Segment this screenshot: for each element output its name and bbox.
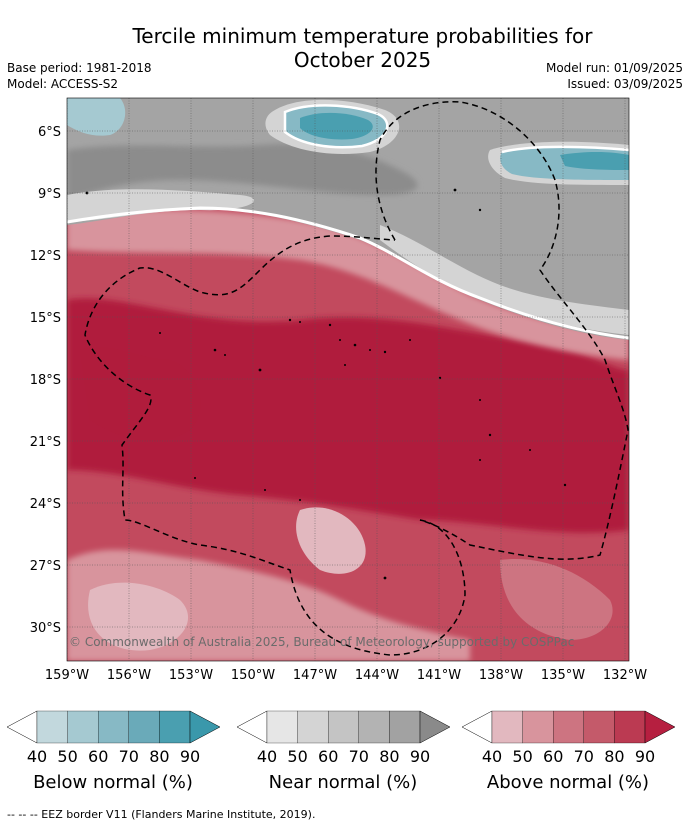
lon-label: 153°W — [169, 668, 213, 683]
colorbar-tick: 40 — [257, 747, 277, 766]
legend-near-normal: 40 50 60 70 80 90 Near normal (%) — [236, 710, 451, 793]
colorbar-tick: 60 — [543, 747, 563, 766]
colorbar-segment — [553, 710, 584, 744]
title-line-1: Tercile minimum temperature probabilitie… — [132, 24, 593, 48]
eez-footnote: -- -- -- EEZ border V11 (Flanders Marine… — [7, 808, 316, 821]
colorbar-tick: 50 — [287, 747, 307, 766]
islands — [85, 188, 567, 580]
colorbar-tick: 80 — [604, 747, 624, 766]
lon-label: 138°W — [479, 668, 523, 683]
above-normal-90-core — [67, 298, 629, 533]
tercile-boundary-main — [67, 206, 629, 340]
meta-left: Base period: 1981-2018 Model: ACCESS-S2 — [7, 60, 152, 92]
colorbar-tick: 60 — [318, 747, 338, 766]
legend-above-normal: 40 50 60 70 80 90 Above normal (%) — [461, 710, 676, 793]
legend-below-normal: 40 50 60 70 80 90 Below normal (%) — [6, 710, 221, 793]
colorbar-segment — [67, 710, 99, 744]
colorbar-tick: 90 — [410, 747, 430, 766]
colorbar-segment — [297, 710, 329, 744]
eez-borders — [84, 101, 629, 656]
credit-text: © Commonwealth of Australia 2025, Bureau… — [69, 635, 574, 649]
colorbar-tick: 70 — [119, 747, 139, 766]
colorbar-tick: 90 — [180, 747, 200, 766]
legend-title: Below normal (%) — [33, 772, 193, 793]
issued-date: Issued: 03/09/2025 — [567, 77, 683, 91]
graticule — [67, 98, 629, 661]
colorbar-segment — [614, 710, 646, 744]
model-name: Model: ACCESS-S2 — [7, 77, 119, 91]
colorbar-segment — [522, 710, 554, 744]
lat-label: 24°S — [30, 497, 61, 512]
colorbar-segment — [36, 710, 68, 744]
colorbar-segment — [583, 710, 615, 744]
lon-label: 132°W — [603, 668, 647, 683]
colorbar-segment — [491, 710, 523, 744]
colorbar-segment — [128, 710, 160, 744]
below-normal-50-west — [67, 98, 126, 136]
colorbar-tick: 40 — [27, 747, 47, 766]
below-normal-80-east — [560, 151, 629, 170]
near-normal-80-band — [67, 143, 418, 200]
lat-label: 9°S — [38, 187, 61, 202]
lat-label: 27°S — [30, 559, 61, 574]
map-title: Tercile minimum temperature probabilitie… — [90, 24, 635, 72]
above-normal-40-patch — [88, 582, 189, 651]
colorbar-segment — [159, 710, 191, 744]
colorbar-segment — [6, 710, 38, 744]
meta-right: Model run: 01/09/2025 Issued: 03/09/2025 — [546, 60, 683, 92]
latitude-labels: 6°S 9°S 12°S 15°S 18°S 21°S 24°S 27°S 30… — [30, 125, 61, 636]
lat-label: 12°S — [30, 249, 61, 264]
colorbar-tick: 50 — [57, 747, 77, 766]
lon-label: 156°W — [107, 668, 151, 683]
colorbar-legends: 40 50 60 70 80 90 Below normal (%) 40 50… — [6, 710, 676, 793]
lat-label: 21°S — [30, 435, 61, 450]
lat-label: 18°S — [30, 373, 61, 388]
colorbar-segment — [419, 710, 451, 744]
title-line-2: October 2025 — [293, 48, 432, 72]
colorbar-segment — [328, 710, 359, 744]
tercile-boundary-east — [501, 145, 629, 154]
above-normal-50-band — [67, 209, 629, 360]
colorbar-tick: 80 — [149, 747, 169, 766]
colorbar-tick: 50 — [512, 747, 532, 766]
base-period: Base period: 1981-2018 — [7, 61, 152, 75]
colorbar-segment — [189, 710, 221, 744]
colorbar-segment — [358, 710, 390, 744]
colorbar-tick: 80 — [379, 747, 399, 766]
colorbar-segment — [266, 710, 298, 744]
lat-label: 15°S — [30, 311, 61, 326]
lat-label: 30°S — [30, 621, 61, 636]
lon-label: 135°W — [541, 668, 585, 683]
colorbar-tick: 90 — [635, 747, 655, 766]
colorbar-segment — [98, 710, 129, 744]
colorbar-tick: 70 — [574, 747, 594, 766]
map-field: © Commonwealth of Australia 2025, Bureau… — [67, 98, 629, 661]
model-run: Model run: 01/09/2025 — [545, 61, 683, 75]
near-normal-50-edge — [380, 225, 629, 335]
legend-title: Near normal (%) — [269, 772, 418, 793]
colorbar-segment — [389, 710, 421, 744]
lon-label: 150°W — [231, 668, 275, 683]
colorbar-segment — [461, 710, 493, 744]
colorbar-tick: 60 — [88, 747, 108, 766]
above-normal-40-center — [296, 507, 366, 574]
lon-label: 144°W — [355, 668, 399, 683]
legend-title: Above normal (%) — [487, 772, 649, 793]
colorbar-segment — [644, 710, 676, 744]
lon-label: 159°W — [45, 668, 89, 683]
above-normal-60-east — [500, 559, 613, 640]
colorbar-tick: 70 — [349, 747, 369, 766]
lon-label: 141°W — [417, 668, 461, 683]
longitude-labels: 159°W 156°W 153°W 150°W 147°W 144°W 141°… — [45, 668, 647, 683]
probability-map: © Commonwealth of Australia 2025, Bureau… — [30, 97, 647, 683]
below-normal-80-north — [300, 112, 373, 140]
colorbar-tick: 40 — [482, 747, 502, 766]
colorbar-segment — [236, 710, 268, 744]
lat-label: 6°S — [38, 125, 61, 140]
lon-label: 147°W — [293, 668, 337, 683]
map-frame — [66, 97, 630, 662]
above-normal-90-west — [80, 347, 201, 441]
